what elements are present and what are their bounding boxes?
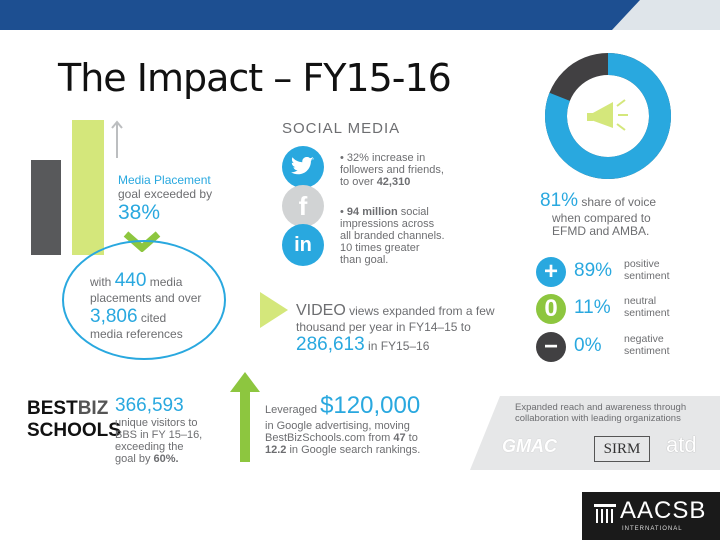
followers-label: followers and friends, bbox=[340, 164, 444, 176]
logo-schools: SCHOOLS bbox=[27, 420, 121, 441]
up-arrow-green-icon bbox=[230, 372, 260, 462]
leveraged-label: Leveraged bbox=[265, 404, 317, 416]
impressions-stat: 94 million bbox=[346, 206, 398, 218]
increase-stat: 32% increase in bbox=[346, 152, 426, 164]
placements-label: placements and over bbox=[90, 291, 202, 305]
bestbiz-logo: BESTBIZ SCHOOLS bbox=[27, 398, 121, 442]
cited-count: 3,806 bbox=[90, 306, 138, 327]
video-block: VIDEO views expanded from a few thousand… bbox=[296, 302, 536, 356]
compared-label: when compared to bbox=[552, 211, 651, 225]
media-count: 440 bbox=[114, 270, 147, 291]
facebook-icon: f bbox=[282, 185, 324, 227]
plus-icon: + bbox=[536, 257, 566, 287]
goal-by-label: goal by bbox=[115, 453, 154, 465]
positive-pct: 89% bbox=[574, 260, 613, 281]
search-rank-label: in Google search rankings. bbox=[286, 444, 421, 456]
times-greater-label: 10 times greater bbox=[340, 242, 420, 254]
impressions-label: impressions across bbox=[340, 218, 435, 230]
media-circle bbox=[62, 240, 226, 360]
negative-pct: 0% bbox=[574, 335, 602, 356]
followers-count: 42,310 bbox=[376, 176, 411, 188]
bar-graphic-green bbox=[72, 120, 104, 255]
rank-from: 47 bbox=[393, 432, 406, 444]
video-word: VIDEO bbox=[296, 302, 346, 319]
to-label: to bbox=[405, 432, 418, 444]
visitors-count: 366,593 bbox=[115, 395, 184, 416]
goal-exceeded-label: goal exceeded by bbox=[118, 187, 213, 201]
media-placement-label: Media Placement bbox=[118, 173, 211, 187]
aacsb-columns-icon bbox=[594, 504, 616, 523]
channels-label: all branded channels. bbox=[340, 230, 445, 242]
positive-label-2: sentiment bbox=[624, 270, 670, 282]
media-circle-text: with 440 media placements and over 3,806… bbox=[90, 270, 215, 340]
bullet-mark: • bbox=[340, 206, 347, 218]
media-placement-block: Media Placement goal exceeded by 38% bbox=[118, 173, 212, 225]
minus-icon: − bbox=[536, 332, 566, 362]
bestbiz-stats: 366,593 unique visitors to BBS in FY 15–… bbox=[115, 395, 225, 465]
share-pct: 81% bbox=[540, 190, 579, 211]
cited-label: cited bbox=[137, 311, 167, 325]
visitors-label: unique visitors to bbox=[115, 417, 198, 429]
rank-to: 12.2 bbox=[265, 444, 287, 456]
video-thousand-label: thousand per year in FY14–15 to bbox=[296, 320, 471, 334]
reach-panel bbox=[470, 396, 720, 470]
bbs-year-label: BBS in FY 15–16, bbox=[115, 429, 203, 441]
reach-text: Expanded reach and awareness through col… bbox=[515, 402, 686, 424]
linkedin-icon: in bbox=[282, 224, 324, 266]
play-icon bbox=[260, 292, 288, 328]
than-goal-label: than goal. bbox=[340, 254, 389, 266]
media-pct: 38% bbox=[118, 201, 161, 224]
aacsb-logo-box bbox=[582, 492, 720, 540]
reach-label-1: Expanded reach and awareness through bbox=[515, 402, 687, 413]
media-references-label: media references bbox=[90, 327, 183, 341]
gmac-logo: GMAC bbox=[502, 436, 557, 456]
header-bar bbox=[0, 0, 720, 30]
social-label: social bbox=[397, 206, 429, 218]
page-title: The Impact – FY15-16 bbox=[58, 56, 452, 100]
bar-graphic-dark bbox=[31, 160, 61, 255]
video-views-label: views expanded from a few bbox=[345, 304, 495, 318]
sirm-logo: SIRM bbox=[594, 436, 650, 462]
exceeding-label: exceeding the bbox=[115, 441, 184, 453]
share-label: share of voice bbox=[578, 195, 657, 209]
efmd-label: EFMD and AMBA. bbox=[552, 224, 650, 238]
google-amount: $120,000 bbox=[320, 392, 421, 419]
share-of-voice-text: 81% share of voice when compared to EFMD… bbox=[540, 190, 710, 238]
video-count: 286,613 bbox=[296, 334, 365, 355]
zero-icon: 0 bbox=[536, 294, 566, 324]
bbs-moving-label: BestBizSchools.com from bbox=[265, 432, 394, 444]
video-year-label: in FY15–16 bbox=[364, 339, 430, 353]
aacsb-name: AACSB bbox=[620, 497, 707, 524]
up-arrow-icon bbox=[111, 120, 123, 158]
media-label: media bbox=[146, 275, 183, 289]
negative-label-1: negative bbox=[624, 333, 664, 345]
social-bullet-1: • 32% increase in followers and friends,… bbox=[340, 152, 460, 188]
neutral-pct: 11% bbox=[574, 297, 611, 318]
megaphone-icon bbox=[587, 99, 628, 131]
twitter-icon bbox=[282, 146, 324, 188]
goal-pct: 60%. bbox=[153, 453, 179, 465]
to-over-label: to over bbox=[340, 176, 377, 188]
social-bullet-2: • 94 million social impressions across a… bbox=[340, 206, 470, 266]
aacsb-sub: INTERNATIONAL bbox=[622, 526, 683, 532]
positive-label-1: positive bbox=[624, 258, 660, 270]
neutral-label-2: sentiment bbox=[624, 307, 670, 319]
bullet-mark: • bbox=[340, 152, 347, 164]
negative-label-2: sentiment bbox=[624, 345, 670, 357]
logo-biz: BIZ bbox=[77, 398, 109, 419]
with-label: with bbox=[90, 275, 115, 289]
reach-label-2: collaboration with leading organizations bbox=[515, 413, 681, 424]
google-ad-label: in Google advertising, moving bbox=[265, 420, 410, 432]
logo-best: BEST bbox=[27, 398, 78, 419]
google-block: Leveraged $120,000 in Google advertising… bbox=[265, 392, 465, 456]
neutral-label-1: neutral bbox=[624, 295, 657, 307]
atd-logo: atd bbox=[666, 432, 697, 457]
social-media-heading: SOCIAL MEDIA bbox=[282, 120, 401, 137]
share-of-voice-donut bbox=[545, 53, 671, 179]
